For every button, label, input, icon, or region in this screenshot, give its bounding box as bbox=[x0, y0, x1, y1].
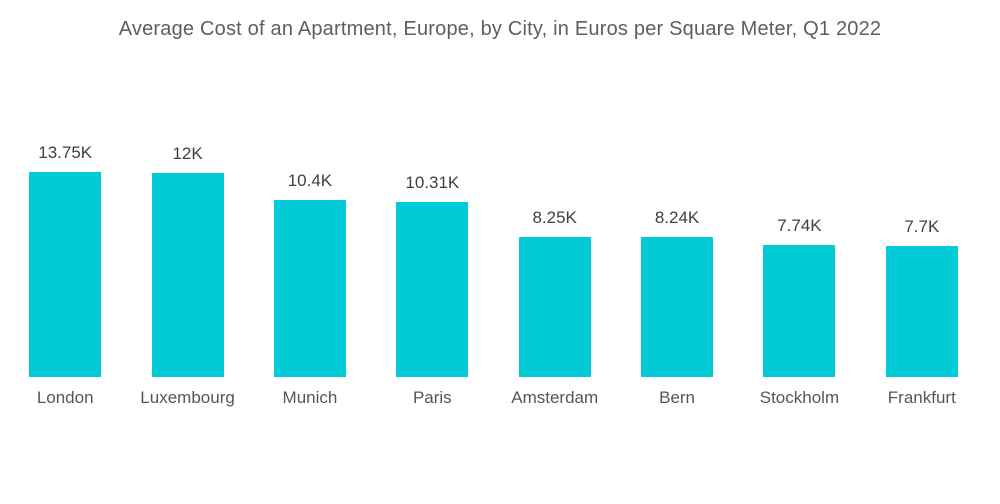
bar bbox=[29, 172, 102, 377]
bar-column: 10.31K Paris bbox=[371, 143, 493, 407]
bar-value-label: 10.31K bbox=[405, 173, 460, 192]
bar bbox=[518, 237, 591, 377]
category-label: London bbox=[36, 388, 94, 407]
plot-area: 13.75K London 12K Luxembourg 10.4K Munich 10.3… bbox=[4, 143, 983, 407]
bar bbox=[763, 245, 836, 377]
bar-column: 13.75K London bbox=[4, 143, 126, 407]
category-label: Amsterdam bbox=[511, 388, 599, 407]
bar bbox=[885, 246, 958, 377]
category-label: Bern bbox=[659, 388, 696, 407]
bar-column: 10.4K Munich bbox=[249, 143, 371, 407]
bar-value-label: 7.74K bbox=[777, 216, 822, 235]
bar bbox=[396, 202, 469, 377]
category-label: Luxembourg bbox=[140, 388, 235, 407]
bar bbox=[273, 200, 346, 377]
category-label: Frankfurt bbox=[887, 388, 956, 407]
bar-value-label: 12K bbox=[172, 144, 203, 163]
bar-value-label: 10.4K bbox=[287, 171, 333, 190]
bar-column: 7.7K Frankfurt bbox=[861, 143, 983, 407]
bar-value-label: 7.7K bbox=[904, 217, 940, 236]
category-label: Munich bbox=[282, 388, 338, 407]
bar-column: 12K Luxembourg bbox=[126, 143, 248, 407]
bar bbox=[151, 173, 224, 377]
bar bbox=[641, 237, 714, 377]
bar-value-label: 8.24K bbox=[654, 208, 700, 227]
bar-column: 8.25K Amsterdam bbox=[494, 143, 616, 407]
chart-title: Average Cost of an Apartment, Europe, by… bbox=[118, 18, 882, 40]
bar-value-label: 13.75K bbox=[38, 143, 93, 162]
bar-column: 7.74K Stockholm bbox=[738, 143, 860, 407]
bar-column: 8.24K Bern bbox=[616, 143, 738, 407]
category-label: Stockholm bbox=[759, 388, 840, 407]
bar-value-label: 8.25K bbox=[532, 208, 577, 227]
category-label: Paris bbox=[412, 388, 452, 407]
